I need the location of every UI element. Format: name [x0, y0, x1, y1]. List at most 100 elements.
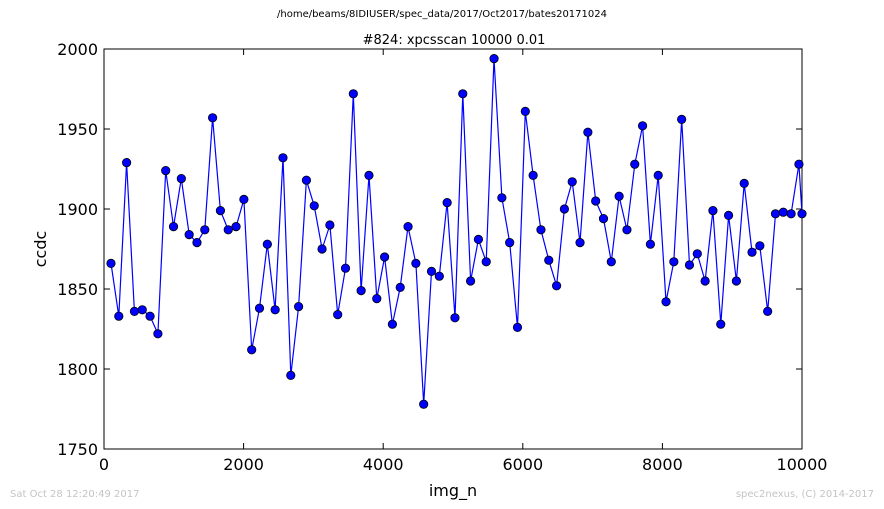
- data-point: [184, 230, 194, 240]
- y-axis-label: ccdc: [31, 231, 50, 268]
- data-point: [231, 222, 241, 232]
- data-point: [637, 121, 648, 131]
- data-point: [755, 241, 765, 251]
- series-line: [110, 58, 803, 405]
- data-point: [481, 257, 491, 267]
- data-point: [262, 239, 272, 249]
- data-point: [575, 238, 585, 248]
- data-point: [716, 319, 726, 329]
- data-point: [372, 293, 382, 304]
- x-tick-label: 0: [99, 455, 109, 474]
- data-point: [489, 53, 499, 64]
- data-point: [723, 210, 734, 220]
- x-tick-label: 2000: [223, 455, 264, 474]
- data-point: [450, 313, 460, 323]
- data-point: [239, 194, 249, 204]
- data-point: [497, 193, 507, 203]
- x-tick-label: 10000: [777, 455, 828, 474]
- data-point: [411, 258, 421, 268]
- footer-credit: spec2nexus, (C) 2014-2017: [735, 489, 874, 500]
- data-point: [419, 399, 429, 409]
- data-point: [270, 305, 280, 315]
- data-point: [434, 271, 444, 281]
- data-point: [309, 201, 319, 211]
- data-point: [458, 89, 468, 99]
- data-point: [192, 238, 202, 248]
- data-point: [161, 166, 171, 176]
- data-point: [153, 329, 163, 339]
- data-point: [536, 225, 546, 235]
- data-point: [247, 345, 257, 355]
- data-point: [747, 247, 757, 257]
- data-point: [630, 159, 640, 169]
- x-tick-label: 8000: [642, 455, 683, 474]
- plot-area: 0 2000 4000 6000 8000 10000 1750 1800 1850 1900 19…: [57, 40, 827, 474]
- data-point: [598, 214, 609, 224]
- data-point: [528, 170, 538, 180]
- data-point: [677, 114, 687, 125]
- y-tick-label: 2000: [57, 40, 98, 59]
- axis-tick-labels: 0 2000 4000 6000 8000 10000 1750 1800 1850 1900 19…: [57, 40, 827, 474]
- footer-timestamp: Sat Oct 28 12:20:49 2017: [10, 489, 140, 500]
- data-point: [700, 276, 710, 286]
- data-point: [403, 222, 413, 232]
- data-point: [653, 170, 663, 180]
- data-point: [129, 306, 140, 316]
- data-point: [505, 238, 515, 248]
- x-tick-label: 6000: [502, 455, 543, 474]
- y-tick-label: 1850: [57, 280, 98, 299]
- data-point: [544, 255, 554, 265]
- data-point: [567, 177, 577, 187]
- data-point: [684, 260, 695, 270]
- plot-frame: [103, 48, 803, 450]
- data-point: [520, 106, 530, 117]
- data-point: [215, 206, 226, 216]
- y-tick-label: 1750: [57, 440, 98, 459]
- data-point: [348, 89, 358, 99]
- data-point: [168, 222, 179, 232]
- data-point: [731, 276, 741, 286]
- chart-title: #824: xpcsscan 10000 0.01: [363, 33, 546, 48]
- data-point: [356, 285, 366, 296]
- data-point: [286, 370, 296, 380]
- series-points: [106, 53, 807, 409]
- data-point: [692, 249, 702, 259]
- data-point: [325, 220, 335, 230]
- data-point: [379, 252, 390, 262]
- data-point: [387, 319, 398, 329]
- data-point: [512, 322, 523, 332]
- data-point: [778, 207, 788, 217]
- data-point: [223, 225, 233, 235]
- x-tick-label: 4000: [363, 455, 404, 474]
- data-point: [708, 206, 718, 216]
- data-point: [794, 159, 804, 169]
- data-point: [317, 244, 327, 254]
- data-point: [145, 311, 155, 321]
- y-tick-label: 1950: [57, 120, 98, 139]
- data-point: [669, 257, 679, 267]
- data-point: [763, 306, 773, 316]
- y-tick-label: 1900: [57, 200, 98, 219]
- data-point: [606, 257, 616, 267]
- data-point: [333, 309, 343, 320]
- data-point: [364, 170, 374, 180]
- data-point: [176, 174, 186, 184]
- data-point: [583, 127, 593, 137]
- data-point: [106, 258, 116, 268]
- data-point: [301, 175, 312, 185]
- data-point: [465, 276, 476, 286]
- file-path-header: /home/beams/8IDIUSER/spec_data/2017/Oct2…: [277, 9, 607, 20]
- data-point: [278, 153, 288, 163]
- data-point: [786, 209, 796, 219]
- data-point: [622, 225, 632, 235]
- data-point: [208, 113, 218, 123]
- data-point: [661, 297, 671, 307]
- data-point: [559, 204, 570, 214]
- axis-ticks: [103, 48, 803, 450]
- data-point: [614, 191, 624, 201]
- data-point: [294, 301, 304, 312]
- data-point: [137, 305, 147, 315]
- data-point: [200, 225, 210, 235]
- data-point: [395, 282, 405, 292]
